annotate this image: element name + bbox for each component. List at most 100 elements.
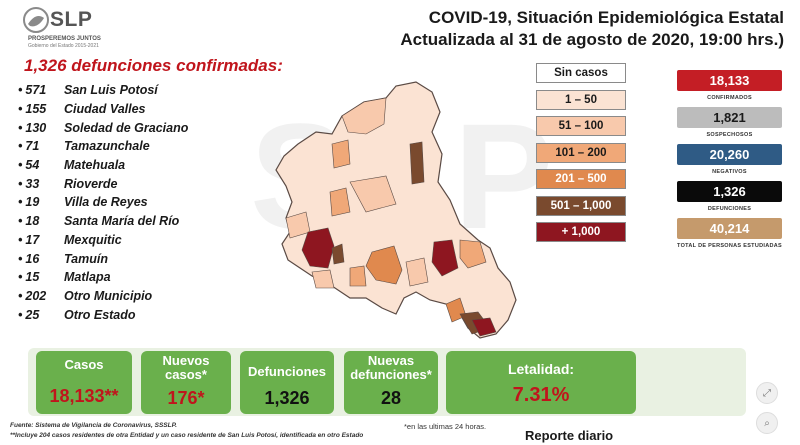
list-item: • 15 Matlapa xyxy=(16,268,236,287)
bullet-icon: • xyxy=(18,214,23,229)
fullscreen-button[interactable]: ⤢ xyxy=(756,382,778,404)
municipality-name: Otro Estado xyxy=(64,307,136,322)
municipality-name: San Luis Potosí xyxy=(64,83,158,98)
logo-slogan: PROSPEREMOS JUNTOS xyxy=(28,36,101,42)
municipality-name: Tamuín xyxy=(64,251,108,266)
page-subtitle: Actualizada al 31 de agosto de 2020, 19:… xyxy=(400,30,784,49)
footer-asterisk-note: *en las ultimas 24 horas. xyxy=(404,422,487,431)
death-count: 15 xyxy=(25,270,40,285)
region-southwest xyxy=(311,269,335,289)
stat-label: DEFUNCIONES xyxy=(707,206,752,212)
death-count: 130 xyxy=(25,120,47,135)
region-villa-de-reyes xyxy=(349,265,367,287)
card-casos: Casos 18,133** xyxy=(36,351,132,414)
death-count: 25 xyxy=(25,307,40,322)
death-count: 571 xyxy=(25,83,47,98)
footer-source: Fuente: Sistema de Vigilancia de Coronav… xyxy=(10,422,177,429)
report-label: Reporte diario xyxy=(525,428,614,443)
stat-label: NEGATIVOS xyxy=(712,169,747,175)
card-label: Nuevas xyxy=(367,353,415,368)
bullet-icon: • xyxy=(18,158,23,173)
card-value: 18,133** xyxy=(49,386,119,406)
legend-item: 201 – 500 xyxy=(536,169,626,189)
card-label: Defunciones xyxy=(247,364,326,379)
region-cedral xyxy=(329,187,351,217)
card-label: Nuevos xyxy=(162,353,210,368)
zoom-button[interactable]: ⌕ xyxy=(756,412,778,434)
region-soledad xyxy=(331,243,345,265)
magnifier-icon: ⌕ xyxy=(764,417,770,429)
region-vanegas xyxy=(409,141,425,185)
region-matlapa xyxy=(471,317,497,337)
card-value: 176* xyxy=(167,388,205,408)
expand-icon: ⤢ xyxy=(763,387,771,399)
list-item: • 54 Matehuala xyxy=(16,156,236,175)
legend-item: 501 – 1,000 xyxy=(536,195,626,216)
stat-value: 1,326 xyxy=(677,181,782,202)
region-tamuin xyxy=(459,239,487,269)
list-item: • 155 Ciudad Valles xyxy=(16,100,236,119)
death-count: 16 xyxy=(25,251,40,266)
stat-value: 20,260 xyxy=(677,144,782,165)
card-label: Casos xyxy=(64,357,104,372)
bullet-icon: • xyxy=(18,83,23,98)
municipality-name: Rioverde xyxy=(64,176,118,191)
bullet-icon: • xyxy=(18,139,23,154)
bullet-icon: • xyxy=(18,176,23,191)
death-count: 17 xyxy=(25,232,40,247)
bullet-icon: • xyxy=(18,251,23,266)
municipality-name: Villa de Reyes xyxy=(64,195,148,210)
region-east-light xyxy=(405,257,429,287)
page-title: COVID-19, Situación Epidemiológica Estat… xyxy=(428,8,784,27)
legend-item: 1 – 50 xyxy=(536,89,626,110)
card-letalidad: Letalidad: 7.31% xyxy=(446,351,636,414)
region-rioverde xyxy=(365,245,403,285)
deaths-by-municipality-list: • 571 San Luis Potosí • 155 Ciudad Valles • 1… xyxy=(16,81,236,324)
list-item: • 25 Otro Estado xyxy=(16,305,236,324)
region-san-luis-potosi xyxy=(301,227,335,269)
death-count: 19 xyxy=(25,195,40,210)
stats-panel: 18,133 CONFIRMADOS 1,821 SOSPECHOSOS 20,… xyxy=(677,70,782,255)
death-count: 18 xyxy=(25,214,40,229)
bullet-icon: • xyxy=(18,195,23,210)
death-count: 202 xyxy=(25,288,47,303)
bullet-icon: • xyxy=(18,288,23,303)
legend-item: Sin casos xyxy=(536,63,626,83)
card-label: casos* xyxy=(165,367,207,382)
card-label: defunciones* xyxy=(350,367,432,382)
bullet-icon: • xyxy=(18,270,23,285)
municipality-name: Ciudad Valles xyxy=(64,102,146,117)
municipality-name: Otro Municipio xyxy=(64,288,153,303)
government-logo: SLP PROSPEREMOS JUNTOS Gobierno del Esta… xyxy=(22,6,112,50)
death-count: 71 xyxy=(25,139,40,154)
card-value: 7.31% xyxy=(512,384,570,406)
logo-government: Gobierno del Estado 2015-2021 xyxy=(28,43,99,49)
logo-mark-icon xyxy=(23,7,49,33)
card-value: 28 xyxy=(380,388,402,408)
legend-item: 51 – 100 xyxy=(536,116,626,136)
municipality-name: Santa María del Río xyxy=(64,214,180,229)
list-item: • 202 Otro Municipio xyxy=(16,287,236,306)
logo-text: SLP xyxy=(50,8,93,31)
map-legend: Sin casos 1 – 50 51 – 100 101 – 200 201 … xyxy=(536,63,626,249)
list-item: • 16 Tamuín xyxy=(16,249,236,268)
list-item: • 18 Santa María del Río xyxy=(16,212,236,231)
municipality-name: Matehuala xyxy=(64,158,126,173)
death-count: 54 xyxy=(25,158,40,173)
bullet-icon: • xyxy=(18,102,23,117)
list-item: • 19 Villa de Reyes xyxy=(16,193,236,212)
bullet-icon: • xyxy=(18,307,23,322)
stat-label: TOTAL DE PERSONAS ESTUDIADAS xyxy=(677,243,782,249)
legend-item: + 1,000 xyxy=(536,222,626,242)
region-center-light xyxy=(349,175,397,213)
list-item: • 33 Rioverde xyxy=(16,174,236,193)
region-matehuala xyxy=(331,139,351,169)
region-north-medium xyxy=(341,97,387,135)
death-count: 33 xyxy=(25,176,40,191)
stat-value: 1,821 xyxy=(677,107,782,128)
municipality-name: Tamazunchale xyxy=(64,139,150,154)
bullet-icon: • xyxy=(18,232,23,247)
footer-footnote: **Incluye 204 casos residentes de otra E… xyxy=(10,432,364,439)
card-label: Letalidad: xyxy=(507,361,575,377)
state-choropleth-map xyxy=(275,81,517,339)
